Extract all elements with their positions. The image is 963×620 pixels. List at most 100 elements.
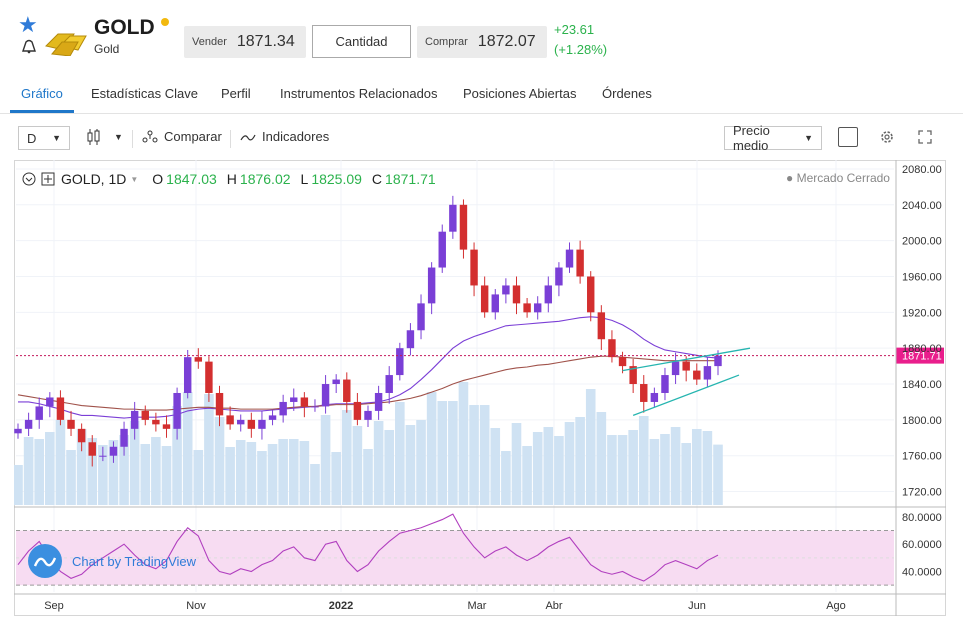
tab-perfil[interactable]: Perfil bbox=[221, 86, 251, 101]
y-tick-label: 1800.00 bbox=[902, 415, 942, 427]
volume-bar bbox=[426, 392, 437, 505]
price-chart[interactable]: 1871.71 1720.00 1760.00 1800.00 1840.00 1880… bbox=[14, 160, 946, 616]
legend-symbol[interactable]: GOLD, 1D bbox=[61, 171, 127, 187]
candle-body bbox=[533, 303, 542, 313]
expand-icon[interactable] bbox=[918, 130, 932, 144]
candle-body bbox=[385, 375, 393, 393]
candle-body bbox=[671, 361, 680, 376]
candle-body bbox=[470, 249, 478, 286]
tab-instrumentos[interactable]: Instrumentos Relacionados bbox=[280, 86, 438, 101]
candle-body bbox=[279, 401, 287, 416]
volume-bar bbox=[681, 443, 691, 505]
candle-body bbox=[300, 397, 309, 407]
active-tab-indicator bbox=[10, 110, 74, 113]
volume-bar bbox=[288, 439, 299, 505]
volume-bar bbox=[299, 441, 310, 505]
candle-body bbox=[226, 415, 234, 425]
candle-body bbox=[703, 366, 712, 380]
candle-body bbox=[714, 355, 722, 367]
tab-estadisticas[interactable]: Estadísticas Clave bbox=[91, 86, 198, 101]
candle-body bbox=[438, 231, 446, 268]
volume-bar bbox=[151, 437, 161, 505]
candle-body bbox=[215, 392, 224, 416]
indicators-button[interactable]: Indicadores bbox=[240, 129, 329, 144]
tab-ordenes[interactable]: Órdenes bbox=[602, 86, 652, 101]
y-tick-label: 1880.00 bbox=[902, 343, 942, 355]
candle-body bbox=[491, 294, 499, 313]
candle-body bbox=[152, 419, 160, 425]
candle-body bbox=[205, 361, 213, 393]
favorite-star-icon[interactable]: ★ bbox=[18, 12, 38, 37]
tradingview-badge[interactable]: Chart by TradingView bbox=[28, 544, 196, 578]
volume-bar bbox=[490, 428, 501, 505]
chevron-down-icon: ▼ bbox=[804, 133, 813, 143]
candle-body bbox=[587, 276, 595, 313]
gold-bars-logo-icon bbox=[45, 33, 87, 56]
price-mode-select[interactable]: Precio medio ▼ bbox=[724, 123, 822, 153]
x-tick-label: Mar bbox=[468, 600, 487, 612]
tradingview-logo-icon bbox=[28, 544, 62, 578]
moving-average-line bbox=[17, 355, 718, 411]
volume-bar bbox=[129, 421, 140, 505]
buy-price-box[interactable]: Comprar 1872.07 bbox=[417, 26, 547, 58]
bell-icon[interactable] bbox=[20, 38, 38, 54]
candle-body bbox=[480, 285, 489, 313]
volume-bar bbox=[437, 401, 448, 505]
volume-bar bbox=[214, 417, 225, 505]
volume-bar bbox=[543, 427, 554, 505]
candle-body bbox=[565, 249, 574, 268]
candle-body bbox=[555, 267, 563, 286]
volume-bar bbox=[384, 430, 395, 505]
candle-body bbox=[162, 424, 171, 429]
x-tick-label: Jun bbox=[688, 600, 706, 612]
checkbox[interactable] bbox=[838, 127, 858, 147]
candle-body bbox=[290, 397, 298, 402]
tab-grafico[interactable]: Gráfico bbox=[21, 86, 63, 101]
volume-bar bbox=[575, 417, 585, 505]
gear-icon[interactable] bbox=[879, 129, 895, 145]
last-price-tag bbox=[896, 347, 944, 364]
candles-icon bbox=[87, 129, 100, 145]
sell-price-box[interactable]: Vender 1871.34 bbox=[184, 26, 306, 58]
buy-label: Comprar bbox=[425, 36, 468, 48]
volume-bar bbox=[501, 451, 511, 505]
candle-body bbox=[268, 415, 277, 420]
collapse-icon[interactable] bbox=[22, 172, 36, 186]
moving-average-line bbox=[18, 316, 719, 419]
volume-bar bbox=[469, 405, 479, 505]
volume-bar bbox=[479, 405, 490, 505]
volume-bar bbox=[702, 431, 713, 505]
candle-body bbox=[99, 455, 107, 457]
volume-bar bbox=[204, 394, 214, 505]
chart-type-button[interactable]: ▼ bbox=[86, 128, 123, 146]
instrument-subtitle: Gold bbox=[94, 42, 120, 56]
volume-bar bbox=[585, 389, 596, 505]
compare-button[interactable]: Comparar bbox=[142, 129, 222, 144]
volume-bar bbox=[713, 444, 723, 505]
candle-body bbox=[618, 357, 627, 367]
candle-body bbox=[449, 204, 457, 232]
interval-value: D bbox=[27, 130, 37, 146]
volume-bar bbox=[628, 430, 638, 505]
y-tick-label: 1920.00 bbox=[902, 307, 942, 319]
volume-bar bbox=[596, 412, 607, 505]
candle-body bbox=[608, 339, 616, 358]
volume-bar bbox=[638, 416, 649, 505]
quantity-input[interactable]: Cantidad bbox=[312, 25, 411, 58]
instrument-title: GOLD bbox=[94, 16, 155, 39]
candle-body bbox=[173, 392, 181, 429]
candle-body bbox=[311, 406, 319, 408]
volume-bar bbox=[670, 427, 681, 505]
legend-low-label: L bbox=[300, 171, 309, 187]
legend-close-value: 1871.71 bbox=[385, 171, 436, 187]
candle-body bbox=[183, 357, 192, 393]
tab-posiciones[interactable]: Posiciones Abiertas bbox=[463, 86, 577, 101]
volume-bar bbox=[660, 434, 670, 505]
volume-bar bbox=[310, 464, 320, 505]
volume-bar bbox=[341, 410, 352, 505]
legend-close-label: C bbox=[371, 171, 383, 187]
add-icon[interactable] bbox=[41, 172, 55, 186]
candle-body bbox=[109, 446, 118, 456]
x-tick-label: Sep bbox=[44, 600, 64, 612]
interval-select[interactable]: D ▼ bbox=[18, 126, 70, 150]
